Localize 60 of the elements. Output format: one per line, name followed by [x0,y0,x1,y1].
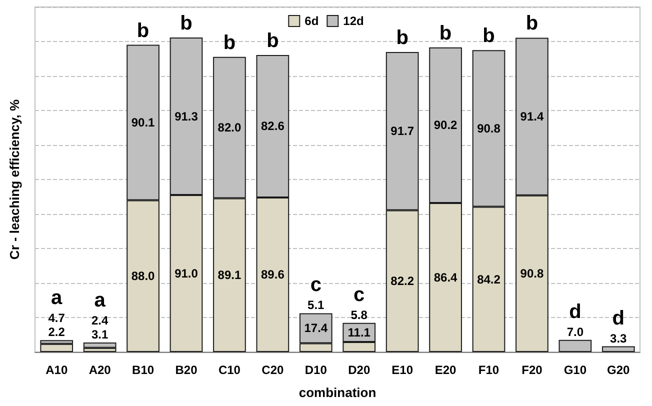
x-tick-label: E20 [434,363,457,377]
data-label: 91.3 [174,109,198,124]
data-label: 91.7 [390,124,414,138]
data-label: 91.4 [520,110,544,124]
data-label: 82.2 [390,274,414,288]
legend-label: 6d [304,14,319,28]
data-label: 90.8 [520,266,544,281]
data-label: 91.0 [174,266,198,281]
x-tick-label: F10 [478,363,500,377]
legend-label: 12d [343,14,364,28]
bar [83,342,116,348]
x-tick-label: A10 [46,363,68,377]
data-label: 82.6 [261,119,285,134]
annotation: c [310,274,322,296]
x-tick-label: G20 [607,363,630,377]
x-tick-label: E10 [392,363,414,377]
data-label: 3.1 [91,328,108,342]
annotation: a [51,287,64,310]
data-label: 2.2 [48,325,66,340]
data-label: 82.0 [218,120,242,135]
data-label: 5.1 [308,298,325,312]
x-tick-label: G10 [564,363,587,377]
y-axis-title: Cr - leaching efficiency, % [7,98,22,260]
x-tick-label: C10 [218,363,241,377]
data-label: 90.2 [434,118,458,132]
annotation: b [526,12,538,35]
data-label: 88.0 [131,269,156,284]
annotation: c [354,284,365,306]
annotation: b [223,32,236,54]
data-label: 90.1 [131,115,156,130]
x-tick-label: D10 [304,363,328,377]
bar [40,344,74,352]
x-tick-label: C20 [262,363,284,377]
x-tick-label: B20 [175,363,198,377]
annotation: d [612,307,624,330]
data-label: 4.7 [48,311,66,326]
data-label: 5.8 [350,308,368,322]
x-tick-label: A20 [88,363,112,377]
annotation: b [266,30,279,52]
annotation: b [180,12,192,35]
data-label: 17.4 [304,321,328,336]
x-tick-label: F20 [522,363,543,377]
data-label: 84.2 [477,272,501,286]
annotation: b [396,27,408,50]
data-label: 89.1 [218,268,242,282]
annotation: a [94,290,106,312]
data-label: 7.0 [566,324,584,339]
x-axis-title: combination [298,385,376,400]
data-label: 11.1 [348,325,371,340]
data-label: 89.6 [261,268,285,282]
annotation: d [569,300,582,323]
x-tick-label: B10 [132,363,154,377]
data-label: 90.8 [477,121,501,136]
annotation: b [136,20,150,42]
annotation: b [439,22,452,44]
data-label: 2.4 [91,314,108,328]
x-tick-label: D20 [348,363,370,377]
annotation: b [482,25,495,48]
data-label: 86.4 [434,270,458,284]
data-label: 3.3 [610,331,628,346]
